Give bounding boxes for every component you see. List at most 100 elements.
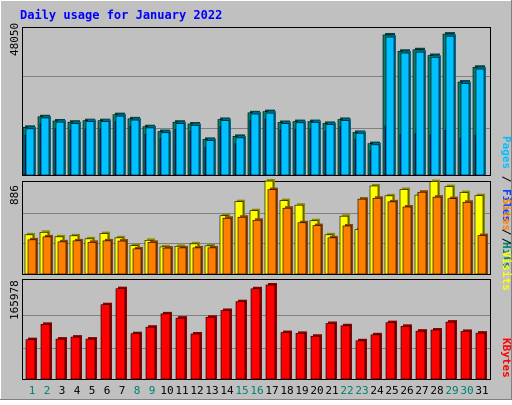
kbytes-bar: [355, 340, 366, 380]
pages-bar: [175, 123, 185, 176]
pages-bar: [235, 137, 245, 176]
x-tick-label: 17: [265, 384, 278, 397]
sites-bar: [252, 219, 262, 275]
kbytes-bar: [415, 330, 426, 380]
sites-bar: [117, 240, 127, 275]
sites-bar: [267, 189, 277, 275]
pages-bar: [205, 140, 215, 176]
pages-bar: [145, 127, 155, 176]
x-tick-label: 3: [59, 384, 66, 397]
x-tick-label: 15: [235, 384, 248, 397]
sites-bar: [417, 191, 427, 275]
pages-bar: [220, 120, 230, 176]
kbytes-bar: [130, 333, 141, 380]
x-tick-label: 18: [280, 384, 293, 397]
chart-title: Daily usage for January 2022: [20, 8, 222, 22]
sites-bar: [447, 198, 457, 275]
pages-bar: [355, 133, 365, 176]
sites-bar: [102, 240, 112, 275]
kbytes-bar: [400, 326, 411, 380]
legend-separator: /: [500, 222, 512, 242]
sites-bar: [147, 242, 157, 275]
x-tick-label: 27: [415, 384, 428, 397]
kbytes-bar: [55, 338, 66, 380]
x-tick-label: 30: [460, 384, 473, 397]
kbytes-bar: [70, 336, 81, 380]
x-tick-label: 7: [119, 384, 126, 397]
x-tick-label: 6: [104, 384, 111, 397]
pages-bar: [85, 121, 95, 176]
kbytes-bar: [325, 323, 336, 380]
x-tick-label: 10: [160, 384, 173, 397]
kbytes-ymax-label: 165978: [8, 280, 21, 320]
sites-bar: [462, 201, 472, 275]
x-tick-label: 21: [325, 384, 338, 397]
kbytes-bar: [475, 332, 486, 380]
x-tick-label: 13: [205, 384, 218, 397]
sites-bar: [177, 247, 187, 275]
sites-bar: [42, 236, 52, 275]
sites-bar: [57, 241, 67, 275]
pages-bar: [25, 128, 35, 176]
pages-bar: [115, 115, 125, 176]
kbytes-bar: [445, 321, 456, 380]
sites-bar: [282, 207, 292, 275]
legend-separator: /: [500, 231, 512, 251]
pages-bar: [55, 121, 65, 176]
pages-bar: [460, 83, 470, 176]
kbytes-bar: [430, 329, 441, 380]
pages-bar: [370, 144, 380, 176]
sites-bar: [87, 242, 97, 275]
legend-pages: Pages: [500, 136, 512, 169]
x-tick-label: 5: [89, 384, 96, 397]
sites-bar: [402, 206, 412, 275]
x-tick-label: 19: [295, 384, 308, 397]
legend-files: Files: [500, 189, 512, 222]
x-tick-label: 12: [190, 384, 203, 397]
x-tick-label: 29: [445, 384, 458, 397]
sites-bar: [297, 222, 307, 275]
hits-ymax-label: 48050: [8, 23, 21, 56]
sites-bar: [237, 216, 247, 275]
sites-bar: [312, 225, 322, 275]
pages-bar: [70, 123, 80, 176]
x-tick-label: 4: [74, 384, 81, 397]
sites-bar: [72, 240, 82, 275]
x-tick-label: 26: [400, 384, 413, 397]
pages-bar: [280, 123, 290, 176]
pages-bar: [385, 36, 395, 176]
sites-bar: [432, 196, 442, 275]
sites-bar: [192, 247, 202, 275]
x-tick-label: 23: [355, 384, 368, 397]
sites-bar: [327, 237, 337, 275]
sites-bar: [342, 225, 352, 275]
pages-bar: [265, 112, 275, 176]
kbytes-bar: [340, 325, 351, 380]
kbytes-bar: [295, 333, 306, 380]
kbytes-bar: [460, 331, 471, 380]
x-tick-label: 24: [370, 384, 384, 397]
pages-bar: [190, 125, 200, 176]
x-tick-label: 25: [385, 384, 398, 397]
kbytes-bar: [190, 333, 201, 380]
sites-bar: [207, 247, 217, 275]
pages-bar: [100, 121, 110, 176]
kbytes-bar: [175, 317, 186, 380]
pages-bar: [475, 68, 485, 176]
x-tick-label: 28: [430, 384, 443, 397]
visits-ymax-label: 886: [8, 185, 21, 205]
kbytes-bar: [370, 334, 381, 380]
x-tick-label: 8: [134, 384, 141, 397]
sites-bar: [222, 217, 232, 275]
pages-bar: [415, 51, 425, 176]
pages-bar: [40, 117, 50, 176]
legend-sites: Sites: [500, 198, 512, 231]
sites-bar: [132, 248, 142, 275]
kbytes-bar: [205, 316, 216, 380]
visits-legend: Sites / Visits: [500, 198, 512, 291]
pages-bar: [445, 35, 455, 176]
x-tick-label: 11: [175, 384, 188, 397]
kbytes-bar: [85, 338, 96, 380]
